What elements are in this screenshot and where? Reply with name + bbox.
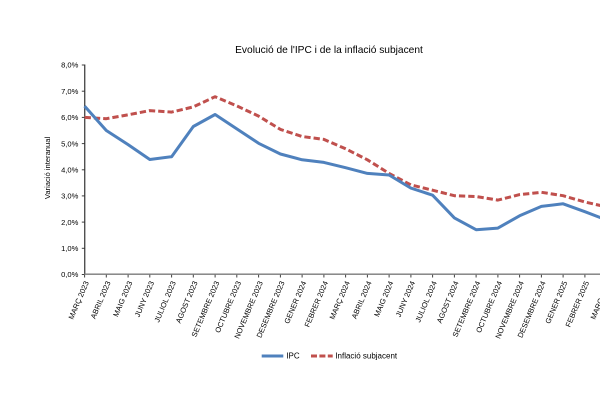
svg-text:2,0%: 2,0% xyxy=(61,218,79,227)
svg-text:6,0%: 6,0% xyxy=(61,113,79,122)
svg-text:Evolució de l'IPC i de la infl: Evolució de l'IPC i de la inflació subja… xyxy=(235,45,423,56)
svg-text:3,0%: 3,0% xyxy=(61,192,79,201)
svg-text:1,0%: 1,0% xyxy=(61,244,79,253)
svg-text:8,0%: 8,0% xyxy=(61,61,79,70)
svg-text:Inflació subjacent: Inflació subjacent xyxy=(335,352,398,361)
svg-text:7,0%: 7,0% xyxy=(61,87,79,96)
svg-text:0,0%: 0,0% xyxy=(61,270,79,279)
svg-text:5,0%: 5,0% xyxy=(61,139,79,148)
svg-text:4,0%: 4,0% xyxy=(61,165,79,174)
svg-text:IPC: IPC xyxy=(286,352,300,361)
svg-text:Variació interanual: Variació interanual xyxy=(43,137,52,200)
